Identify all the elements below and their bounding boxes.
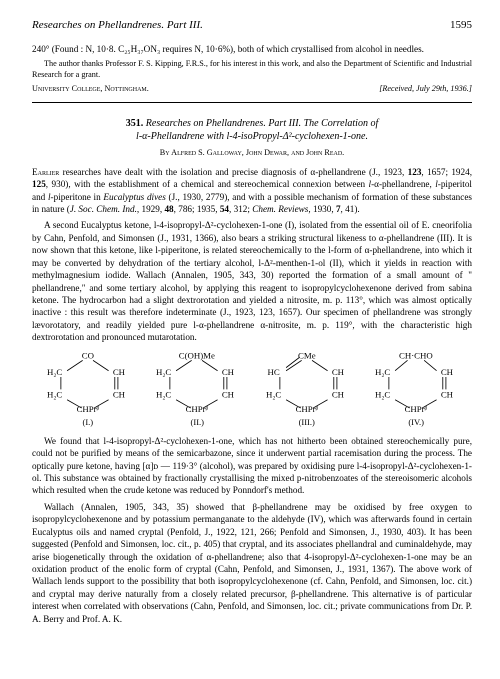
- article-number-text: 351.: [126, 118, 144, 129]
- svg-text:H₂C: H₂C: [47, 389, 62, 399]
- structure-3: CMe HC CH H₂C CH CHPrᵝ (III.): [255, 350, 359, 429]
- svg-text:H₂C: H₂C: [375, 389, 390, 399]
- drop-word: Earlier: [32, 167, 59, 177]
- svg-text:CH: CH: [332, 389, 345, 399]
- structure-2-svg: C(OH)Me H₂C CH H₂C CH CHPrᵝ: [145, 350, 249, 412]
- svg-text:CHPrᵝ: CHPrᵝ: [405, 404, 428, 412]
- article-title-line2: l-α-Phellandrene with l-4-isoPropyl-Δ²-c…: [136, 131, 368, 142]
- structure-1: CO H₂C CH H₂C CH CHPrᵝ (I.): [36, 350, 140, 429]
- article-title: 351. Researches on Phellandrenes. Part I…: [38, 117, 466, 143]
- p1-rest: researches have dealt with the isolation…: [32, 167, 472, 214]
- svg-text:CH: CH: [222, 389, 235, 399]
- horizontal-rule: [32, 102, 472, 103]
- continued-paragraph: 240° (Found : N, 10·8. C₂₅H₃₇ON₃ require…: [32, 43, 472, 55]
- structure-2-label: (II.): [145, 417, 249, 428]
- svg-text:H₂C: H₂C: [375, 366, 390, 376]
- svg-text:CH: CH: [441, 366, 454, 376]
- body-paragraph-4: Wallach (Annalen, 1905, 343, 35) showed …: [32, 501, 472, 625]
- received-date: [Received, July 29th, 1936.]: [379, 83, 472, 94]
- body-paragraph-3: We found that l-4-isopropyl-Δ²-cyclohexe…: [32, 435, 472, 497]
- svg-text:CO: CO: [82, 350, 94, 360]
- authors: By Alfred S. Galloway, John Dewar, and J…: [160, 148, 344, 157]
- svg-text:H₂C: H₂C: [47, 366, 62, 376]
- svg-text:CH: CH: [222, 366, 235, 376]
- svg-text:H₂C: H₂C: [156, 366, 171, 376]
- svg-text:CH: CH: [113, 366, 126, 376]
- body-paragraph-1: Earlier researches have dealt with the i…: [32, 166, 472, 216]
- svg-text:CH: CH: [332, 366, 345, 376]
- svg-text:CH: CH: [441, 389, 454, 399]
- running-title: Researches on Phellandrenes. Part III.: [32, 18, 203, 33]
- journal-page: Researches on Phellandrenes. Part III. 1…: [0, 0, 500, 639]
- structure-4: CH·CHO H₂C CH H₂C CH CHPrᵝ (IV.): [364, 350, 468, 429]
- svg-text:CHPrᵝ: CHPrᵝ: [295, 404, 318, 412]
- structure-1-label: (I.): [36, 417, 140, 428]
- structure-4-label: (IV.): [364, 417, 468, 428]
- article-number: 351.: [126, 118, 144, 129]
- byline: By Alfred S. Galloway, John Dewar, and J…: [32, 147, 472, 158]
- structure-3-svg: CMe HC CH H₂C CH CHPrᵝ: [255, 350, 359, 412]
- svg-text:H₂C: H₂C: [266, 389, 281, 399]
- svg-text:CH: CH: [113, 389, 126, 399]
- svg-text:CH·CHO: CH·CHO: [399, 350, 433, 360]
- svg-text:CHPrᵝ: CHPrᵝ: [186, 404, 209, 412]
- svg-text:HC: HC: [267, 366, 279, 376]
- affiliation: University College, Nottingham.: [32, 83, 149, 94]
- svg-text:H₂C: H₂C: [156, 389, 171, 399]
- structure-2: C(OH)Me H₂C CH H₂C CH CHPrᵝ (II.): [145, 350, 249, 429]
- body-paragraph-2: A second Eucalyptus ketone, l-4-isopropy…: [32, 219, 472, 343]
- structure-4-svg: CH·CHO H₂C CH H₂C CH CHPrᵝ: [364, 350, 468, 412]
- structure-row: CO H₂C CH H₂C CH CHPrᵝ (I.) C(OH)Me H₂C …: [36, 350, 468, 429]
- received-date-text: [Received, July 29th, 1936.]: [379, 84, 472, 93]
- affiliation-row: University College, Nottingham. [Receive…: [32, 83, 472, 94]
- acknowledgement: The author thanks Professor F. S. Kippin…: [32, 59, 472, 80]
- svg-text:CMe: CMe: [298, 350, 316, 360]
- article-title-line1: Researches on Phellandrenes. Part III. T…: [146, 118, 378, 129]
- page-number: 1595: [450, 18, 472, 33]
- svg-text:CHPrᵝ: CHPrᵝ: [77, 404, 100, 412]
- structure-1-svg: CO H₂C CH H₂C CH CHPrᵝ: [36, 350, 140, 412]
- svg-text:C(OH)Me: C(OH)Me: [179, 350, 215, 360]
- structure-3-label: (III.): [255, 417, 359, 428]
- running-header: Researches on Phellandrenes. Part III. 1…: [32, 18, 472, 33]
